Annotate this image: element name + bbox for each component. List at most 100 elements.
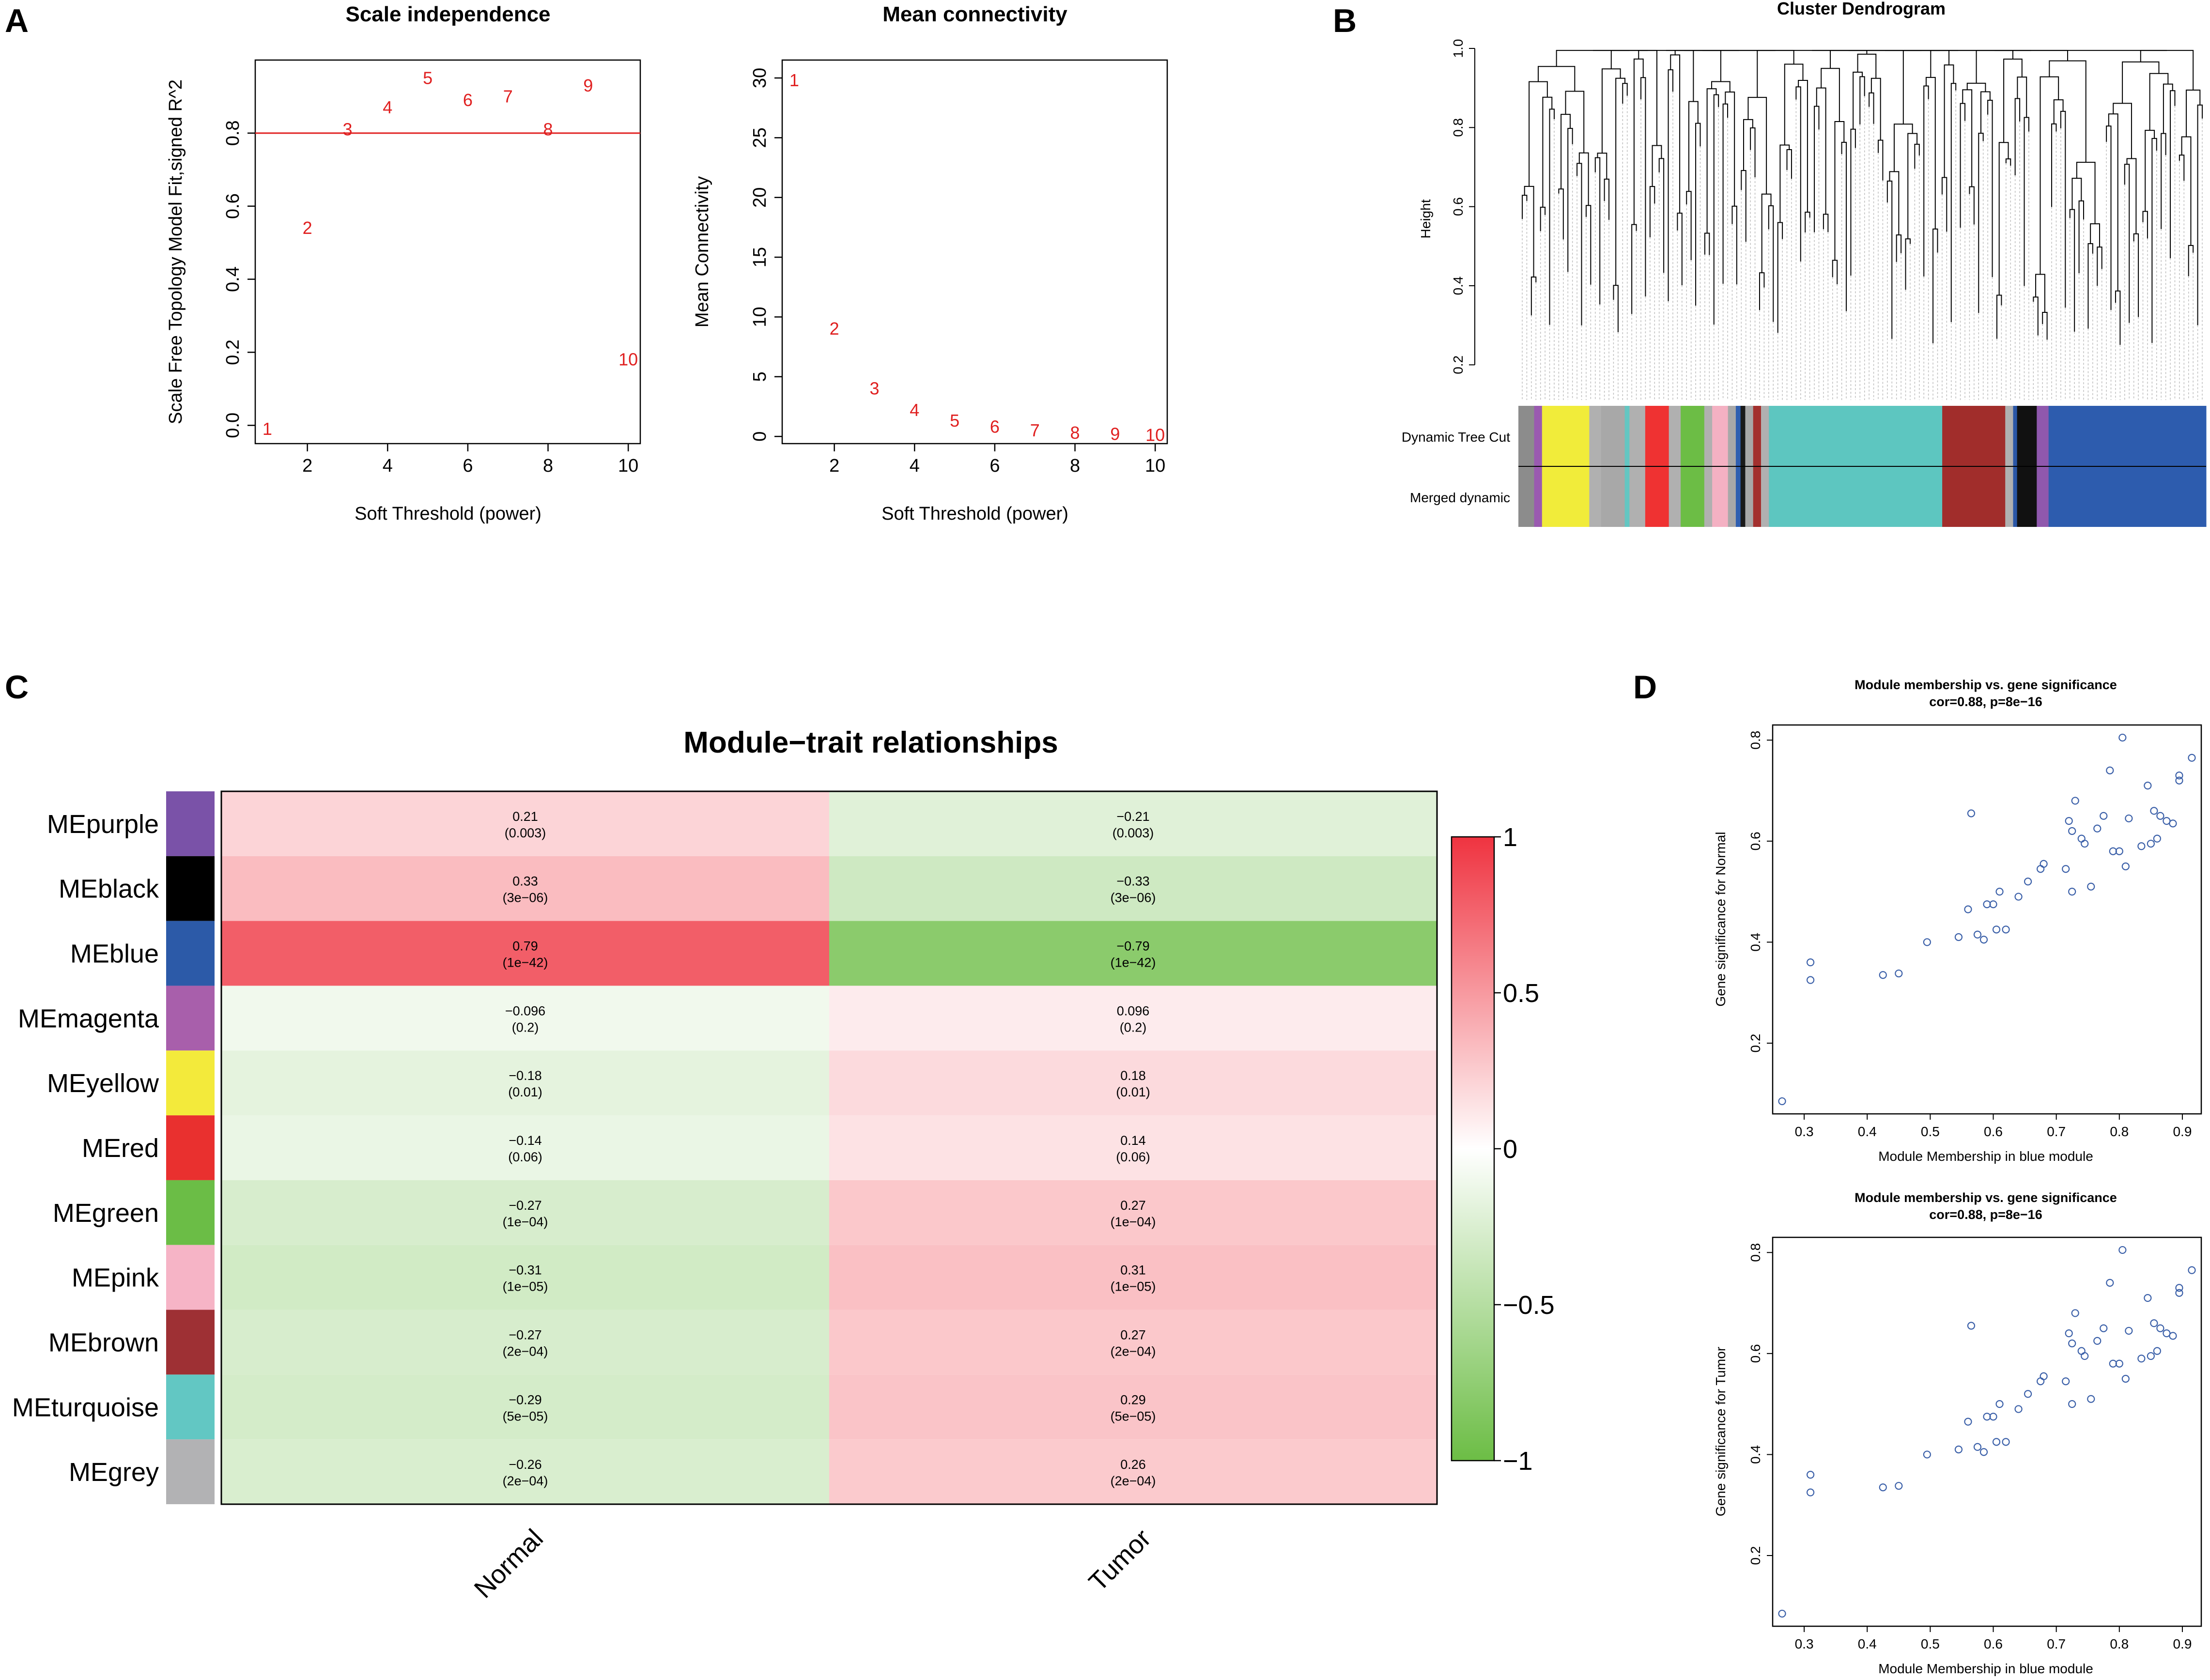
scatter-normal-point bbox=[2156, 812, 2164, 820]
heatmap-cell-value: 0.31 bbox=[1120, 1263, 1146, 1278]
dendrogram-module-color-block bbox=[2048, 466, 2207, 527]
dendrogram-branch bbox=[1686, 191, 1692, 261]
dendrogram-module-color-block bbox=[2017, 406, 2037, 466]
heatmap-cell bbox=[829, 1310, 1437, 1375]
scatter-normal-point bbox=[1967, 809, 1976, 817]
dendrogram-module-color-block bbox=[1542, 466, 1590, 527]
scatter-tumor-point bbox=[2188, 1266, 2196, 1274]
scatter-tumor-point bbox=[1895, 1481, 1903, 1490]
heatmap-module-swatch bbox=[166, 986, 215, 1051]
scatter-normal-point bbox=[1895, 969, 1903, 978]
scatter-tumor-point bbox=[2071, 1309, 2079, 1317]
scale-independence-xtick-label: 2 bbox=[302, 456, 312, 476]
scale-independence-ytick-label: 0.0 bbox=[223, 413, 243, 438]
dendrogram-ytick-label: 1.0 bbox=[1451, 39, 1466, 58]
mean-connectivity-point-label: 1 bbox=[789, 70, 799, 90]
heatmap-row-label: MEgreen bbox=[53, 1199, 159, 1228]
scatter-normal-point bbox=[2153, 834, 2161, 843]
heatmap-cell bbox=[829, 791, 1437, 856]
heatmap-module-swatch bbox=[166, 1050, 215, 1116]
heatmap-cell bbox=[829, 1439, 1437, 1504]
dendrogram-module-color-block bbox=[1681, 406, 1705, 466]
scatter-normal-point bbox=[2106, 766, 2114, 774]
dendrogram-branch bbox=[1798, 79, 1808, 213]
heatmap-legend-label: −0.5 bbox=[1503, 1291, 1555, 1320]
scatter-tumor-point bbox=[2125, 1326, 2133, 1335]
dendrogram-branch bbox=[1601, 68, 1621, 154]
scatter-normal-point bbox=[2002, 925, 2010, 934]
dendrogram-branch bbox=[1834, 121, 1845, 261]
heatmap-cell-value: 0.33 bbox=[512, 874, 538, 889]
mean-connectivity-ytick-label: 25 bbox=[750, 127, 770, 148]
heatmap-cell bbox=[829, 1245, 1437, 1310]
scatter-tumor-xtick-label: 0.7 bbox=[2047, 1636, 2066, 1651]
heatmap-cell-value: 0.21 bbox=[512, 809, 538, 824]
scatter-normal-point bbox=[1989, 900, 1997, 909]
dendrogram-branch bbox=[1859, 76, 1865, 124]
scatter-normal-ytick-label: 0.8 bbox=[1748, 731, 1763, 750]
mean-connectivity-xtick-label: 8 bbox=[1070, 456, 1080, 476]
heatmap-module-swatch bbox=[166, 791, 215, 856]
dendrogram-module-color-block bbox=[1629, 466, 1646, 527]
scale-independence-xtick-label: 10 bbox=[618, 456, 638, 476]
dendrogram-module-color-block bbox=[1645, 466, 1669, 527]
heatmap-row-label: MEblue bbox=[70, 940, 159, 969]
scale-independence-point-label: 3 bbox=[342, 119, 352, 139]
heatmap-cell-value: 0.79 bbox=[512, 939, 538, 954]
scatter-tumor-point bbox=[2106, 1279, 2114, 1287]
scatter-tumor-point bbox=[1923, 1450, 1931, 1459]
heatmap-cell-value: 0.26 bbox=[1120, 1457, 1146, 1472]
scatter-tumor-ytick-label: 0.6 bbox=[1748, 1344, 1763, 1363]
scatter-normal-point bbox=[2100, 812, 2108, 820]
scatter-normal-xtick-label: 0.3 bbox=[1795, 1124, 1814, 1139]
scatter-normal-point bbox=[1806, 958, 1815, 967]
heatmap-cell bbox=[221, 856, 829, 921]
mean-connectivity-point-label: 6 bbox=[990, 416, 1000, 436]
heatmap-cell-pvalue: (2e−04) bbox=[503, 1344, 548, 1358]
scatter-tumor-point bbox=[2153, 1347, 2161, 1355]
scatter-tumor-xtick-label: 0.4 bbox=[1858, 1636, 1877, 1651]
heatmap-cell-pvalue: (3e−06) bbox=[503, 891, 548, 905]
scatter-tumor-point bbox=[1806, 1471, 1815, 1479]
dendrogram-branch bbox=[1652, 145, 1662, 187]
scatter-normal-point bbox=[2068, 827, 2076, 835]
scatter-tumor-point bbox=[2144, 1294, 2152, 1302]
scatter-tumor-title: Module membership vs. gene significance bbox=[1855, 1190, 2117, 1205]
dendrogram-branch bbox=[1980, 91, 1991, 134]
dendrogram-module-color-block bbox=[1669, 406, 1681, 466]
scatter-tumor-point bbox=[1995, 1400, 2004, 1408]
scale-independence-title: Scale independence bbox=[345, 2, 550, 26]
dendrogram-branch bbox=[1987, 100, 1993, 277]
heatmap-cell bbox=[221, 1245, 829, 1310]
dendrogram-branch bbox=[1706, 88, 1717, 233]
dendrogram-module-color-block bbox=[2037, 466, 2049, 527]
scatter-tumor-point bbox=[1979, 1448, 1988, 1456]
dendrogram-branch bbox=[1561, 114, 1571, 189]
scale-independence-point-label: 5 bbox=[423, 68, 433, 88]
dendrogram-module-color-block bbox=[1601, 466, 1625, 527]
scale-independence-xlabel: Soft Threshold (power) bbox=[355, 504, 541, 524]
mean-connectivity-point-label: 10 bbox=[1145, 425, 1165, 445]
dendrogram-branch bbox=[2122, 61, 2160, 104]
scatter-normal-point bbox=[2144, 782, 2152, 790]
dendrogram-branch bbox=[1759, 272, 1765, 310]
scatter-normal-point bbox=[2175, 771, 2183, 780]
heatmap-cell-value: 0.27 bbox=[1120, 1327, 1146, 1342]
dendrogram-module-color-block bbox=[1704, 466, 1713, 527]
scatter-tumor-point bbox=[1954, 1445, 1963, 1454]
heatmap-cell bbox=[221, 1310, 829, 1375]
mean-connectivity-point-label: 8 bbox=[1070, 423, 1080, 443]
dendrogram-branch bbox=[1597, 153, 1607, 179]
heatmap-module-swatch bbox=[166, 921, 215, 986]
scatter-normal-point bbox=[1954, 933, 1963, 941]
dendrogram-branch bbox=[2149, 73, 2169, 131]
heatmap-row-label: MEmagenta bbox=[18, 1004, 159, 1033]
dendrogram-branch bbox=[1540, 206, 1546, 231]
scale-independence-point-label: 10 bbox=[618, 350, 638, 370]
dendrogram-module-color-block bbox=[1669, 466, 1681, 527]
dendrogram-branch bbox=[2040, 76, 2059, 275]
scatter-normal-point bbox=[2175, 776, 2183, 785]
heatmap-cell-pvalue: (0.003) bbox=[505, 826, 546, 840]
heatmap-cell bbox=[221, 921, 829, 986]
panel-letter-b: B bbox=[1333, 2, 1357, 39]
